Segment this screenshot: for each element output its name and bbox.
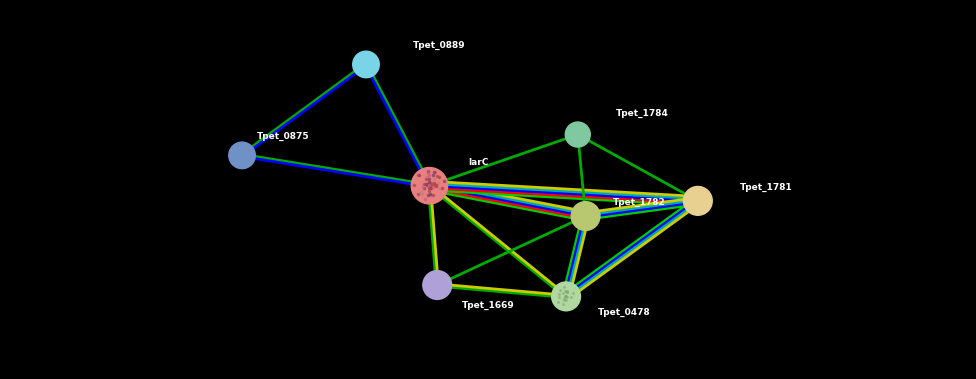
- Circle shape: [228, 142, 256, 169]
- Circle shape: [683, 186, 712, 215]
- Circle shape: [571, 202, 600, 230]
- Circle shape: [352, 51, 380, 78]
- Text: Tpet_1782: Tpet_1782: [613, 198, 666, 207]
- Circle shape: [551, 282, 581, 311]
- Circle shape: [565, 122, 590, 147]
- Text: Tpet_0875: Tpet_0875: [257, 132, 309, 141]
- Text: Tpet_1781: Tpet_1781: [740, 183, 793, 192]
- Text: Tpet_0478: Tpet_0478: [598, 308, 651, 317]
- Circle shape: [411, 168, 448, 204]
- Text: larC: larC: [468, 158, 488, 168]
- Text: Tpet_1784: Tpet_1784: [616, 109, 669, 118]
- Text: Tpet_0889: Tpet_0889: [413, 41, 466, 50]
- Text: Tpet_1669: Tpet_1669: [462, 301, 514, 310]
- Circle shape: [423, 271, 452, 299]
